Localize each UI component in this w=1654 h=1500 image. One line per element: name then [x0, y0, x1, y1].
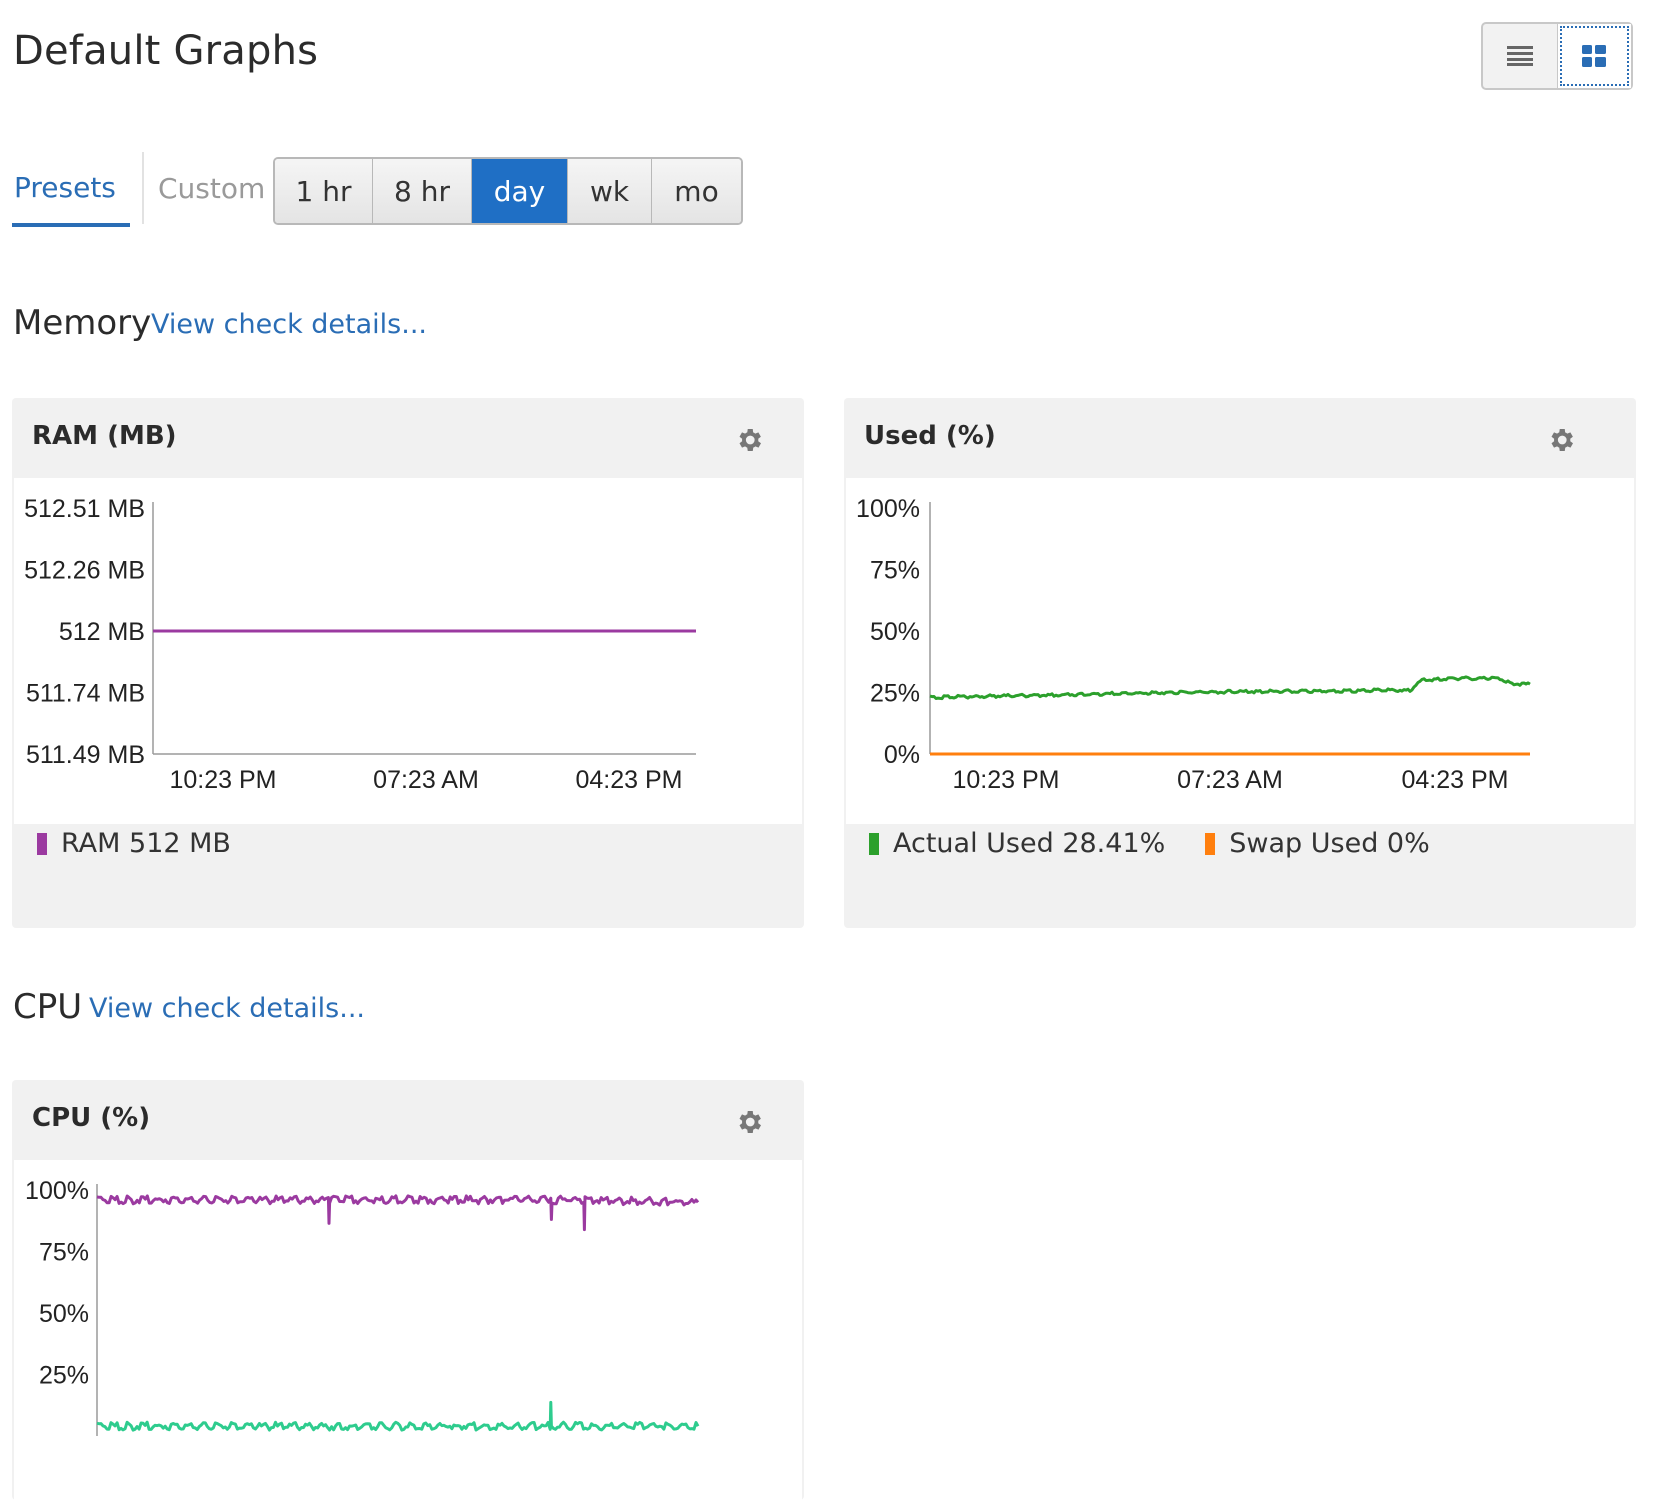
used-card: Used (%) 100% 75% 50% 25% 0% 10:23 PM 07:23 AM… — [844, 398, 1636, 928]
cpu-settings-gear-icon[interactable] — [734, 1107, 764, 1137]
cpu-chart-area: 100% 75% 50% 25% — [14, 1160, 802, 1500]
grid-icon — [1582, 45, 1607, 67]
time-range-selector: 1 hr 8 hr day wk mo — [273, 157, 743, 225]
range-day-button[interactable]: day — [472, 159, 568, 223]
x-tick-label: 04:23 PM — [1401, 766, 1508, 794]
series-line-2 — [96, 1400, 700, 1432]
legend-item-swap-used: Swap Used 0% — [1205, 828, 1430, 859]
memory-view-details-link[interactable]: View check details... — [151, 309, 427, 340]
ram-card: RAM (MB) 512.51 MB 512.26 MB 512 MB 511.74 … — [12, 398, 804, 928]
used-card-header: Used (%) — [844, 398, 1636, 478]
y-tick-label: 512.26 MB — [24, 557, 145, 585]
y-tick-label: 512.51 MB — [24, 495, 145, 523]
page-title: Default Graphs — [13, 28, 319, 74]
actual-used-swatch — [869, 832, 879, 855]
legend-item-ram: RAM 512 MB — [37, 828, 231, 859]
y-tick-label: 511.49 MB — [26, 741, 145, 769]
ram-card-title: RAM (MB) — [32, 421, 177, 451]
list-view-button[interactable] — [1483, 24, 1558, 88]
y-tick-label: 25% — [870, 680, 920, 708]
range-1hr-button[interactable]: 1 hr — [275, 159, 373, 223]
x-tick-label: 10:23 PM — [952, 766, 1059, 794]
y-tick-label: 0% — [884, 741, 920, 769]
used-chart: 100% 75% 50% 25% 0% 10:23 PM 07:23 AM 04:23 PM — [856, 495, 1531, 794]
ram-chart-area: 512.51 MB 512.26 MB 512 MB 511.74 MB 511.49 … — [14, 478, 802, 824]
y-tick-label: 50% — [39, 1300, 89, 1328]
used-chart-area: 100% 75% 50% 25% 0% 10:23 PM 07:23 AM 04:23 PM — [846, 478, 1634, 824]
list-icon — [1506, 46, 1533, 66]
legend-label-actual-used: Actual Used 28.41% — [893, 828, 1166, 859]
legend-item-actual-used: Actual Used 28.41% — [869, 828, 1165, 859]
y-tick-label: 50% — [870, 618, 920, 646]
range-wk-button[interactable]: wk — [568, 159, 652, 223]
legend-label-swap-used: Swap Used 0% — [1229, 828, 1430, 859]
tab-custom[interactable]: Custom — [142, 152, 265, 224]
cpu-view-details-link[interactable]: View check details... — [89, 993, 365, 1024]
range-mode-tabs: Presets Custom — [12, 152, 265, 227]
range-mo-button[interactable]: mo — [652, 159, 741, 223]
y-tick-label: 100% — [856, 495, 920, 523]
ram-settings-gear-icon[interactable] — [734, 425, 764, 455]
used-legend: Actual Used 28.41% Swap Used 0% — [869, 828, 1470, 859]
cpu-chart: 100% 75% 50% 25% — [25, 1177, 700, 1436]
series-line-1 — [96, 1194, 700, 1232]
used-settings-gear-icon[interactable] — [1546, 425, 1576, 455]
memory-section-title: Memory — [13, 303, 152, 343]
y-tick-label: 75% — [870, 557, 920, 585]
y-tick-label: 511.74 MB — [26, 680, 145, 708]
cpu-section-title: CPU — [13, 987, 83, 1027]
x-tick-label: 10:23 PM — [169, 766, 276, 794]
ram-chart: 512.51 MB 512.26 MB 512 MB 511.74 MB 511.49 … — [24, 495, 696, 794]
y-tick-label: 512 MB — [59, 618, 145, 646]
x-tick-label: 07:23 AM — [1177, 766, 1283, 794]
cpu-card-header: CPU (%) — [12, 1080, 804, 1160]
legend-label-ram: RAM 512 MB — [61, 828, 231, 859]
ram-legend: RAM 512 MB — [37, 828, 271, 859]
used-card-title: Used (%) — [864, 421, 996, 451]
tab-presets[interactable]: Presets — [12, 152, 130, 227]
x-tick-label: 07:23 AM — [373, 766, 479, 794]
y-tick-label: 75% — [39, 1239, 89, 1267]
x-tick-label: 04:23 PM — [575, 766, 682, 794]
ram-card-header: RAM (MB) — [12, 398, 804, 478]
y-tick-label: 25% — [39, 1362, 89, 1390]
view-toggle — [1481, 22, 1633, 90]
ram-swatch — [37, 832, 47, 855]
cpu-card: CPU (%) 100% 75% 50% 25% — [12, 1080, 804, 1500]
swap-used-swatch — [1205, 832, 1216, 855]
series-line-1 — [929, 675, 1531, 701]
grid-view-button[interactable] — [1557, 24, 1631, 88]
range-8hr-button[interactable]: 8 hr — [373, 159, 472, 223]
y-tick-label: 100% — [25, 1177, 89, 1205]
cpu-card-title: CPU (%) — [32, 1103, 151, 1133]
